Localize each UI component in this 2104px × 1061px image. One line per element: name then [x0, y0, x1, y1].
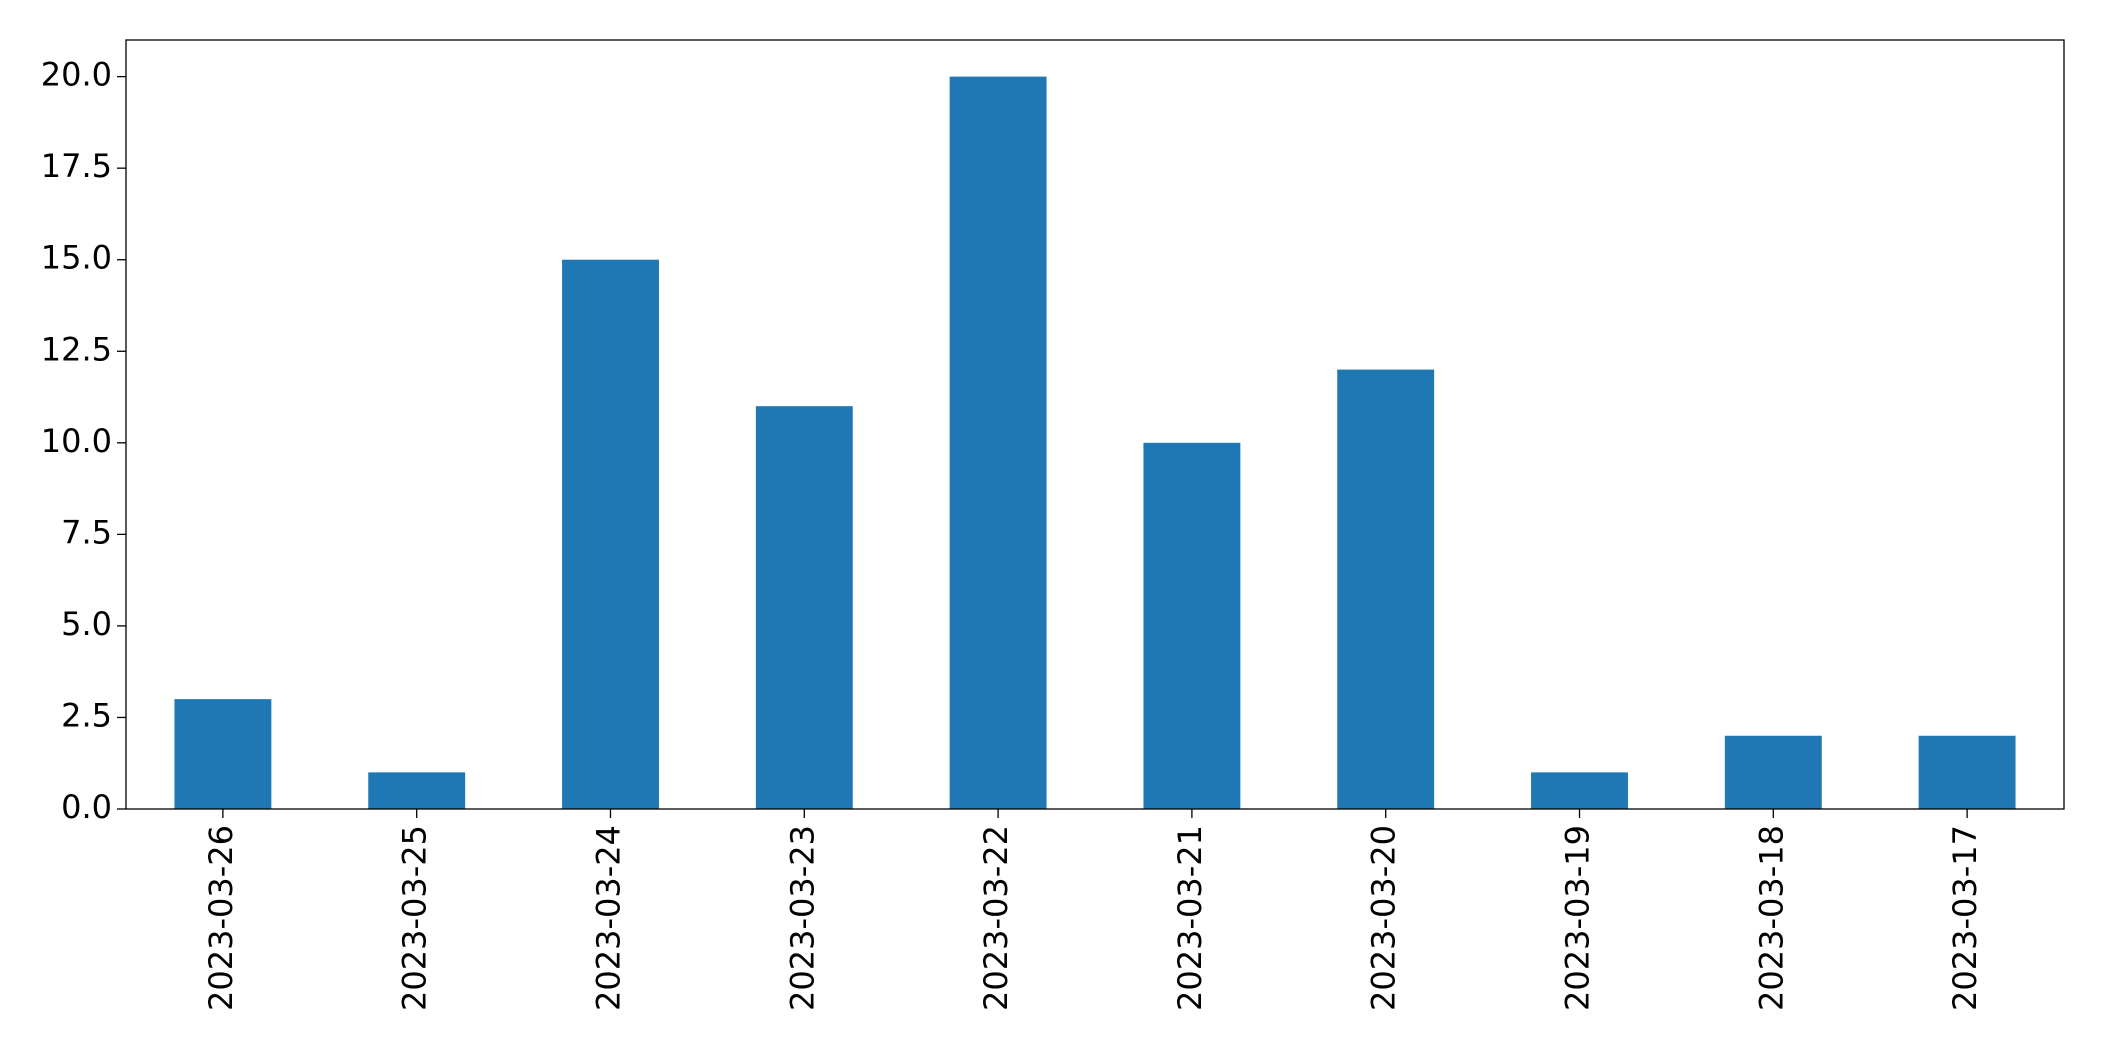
x-tick-label: 2023-03-17: [1946, 825, 1984, 1011]
x-tick-label: 2023-03-26: [202, 825, 240, 1011]
y-tick-label: 12.5: [41, 330, 112, 368]
x-tick-label: 2023-03-22: [977, 825, 1015, 1011]
bar: [1724, 735, 1822, 809]
x-tick-label: 2023-03-24: [590, 825, 628, 1011]
x-tick-label: 2023-03-25: [396, 825, 434, 1011]
x-tick-label: 2023-03-23: [783, 825, 821, 1011]
bar: [562, 259, 659, 809]
y-tick-label: 7.5: [61, 513, 112, 551]
y-tick-label: 10.0: [41, 422, 112, 460]
x-tick-label: 2023-03-20: [1365, 825, 1403, 1011]
bar: [174, 699, 272, 809]
y-tick-label: 20.0: [41, 56, 112, 94]
y-tick-label: 17.5: [41, 147, 112, 185]
y-tick-label: 5.0: [61, 605, 112, 643]
plot-frame: [125, 39, 2065, 810]
bar: [1337, 369, 1435, 809]
y-tick-label: 2.5: [61, 696, 112, 734]
x-tick-label: 2023-03-18: [1752, 825, 1790, 1011]
y-tick-label: 0.0: [61, 788, 112, 826]
bar: [1143, 442, 1241, 809]
y-tick-label: 15.0: [41, 239, 112, 277]
bar: [368, 772, 466, 809]
x-tick-label: 2023-03-19: [1559, 825, 1597, 1011]
bar: [1531, 772, 1628, 809]
bar: [949, 76, 1047, 810]
bar: [755, 406, 853, 809]
x-tick-label: 2023-03-21: [1171, 825, 1209, 1011]
bar: [1918, 735, 2016, 809]
